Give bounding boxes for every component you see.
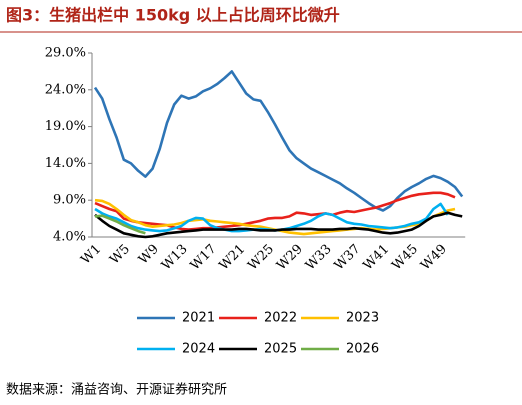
y-tick-label: 24.0% — [45, 82, 86, 97]
legend-label: 2022 — [264, 311, 297, 326]
legend-label: 2024 — [182, 342, 215, 357]
y-tick-label: 4.0% — [53, 230, 86, 245]
x-tick-label: W49 — [418, 242, 450, 274]
x-tick-label: W29 — [274, 242, 306, 274]
x-tick-label: W37 — [332, 242, 364, 274]
source-note: 数据来源：涌益咨询、开源证券研究所 — [6, 382, 227, 398]
x-tick-label: W45 — [389, 242, 421, 274]
x-tick-label: W25 — [245, 242, 277, 274]
x-tick-label: W9 — [136, 242, 162, 268]
y-tick-label: 14.0% — [45, 156, 86, 171]
x-tick-label: W21 — [217, 242, 249, 274]
y-tick-label: 29.0% — [45, 46, 86, 61]
legend-label: 2026 — [346, 342, 379, 357]
series-line — [94, 191, 456, 231]
series-line — [94, 211, 463, 239]
y-tick-label: 9.0% — [53, 193, 86, 208]
legend-label: 2023 — [346, 311, 379, 326]
x-tick-label: W13 — [159, 242, 191, 274]
series-line — [94, 214, 146, 235]
x-tick-label: W17 — [188, 242, 220, 274]
chart-title: 图3：生猪出栏中 150kg 以上占比周环比微升 — [6, 6, 340, 25]
x-tick-label: W1 — [78, 242, 104, 268]
y-tick-label: 19.0% — [45, 119, 86, 134]
x-tick-label: W41 — [361, 242, 393, 274]
legend-label: 2021 — [182, 311, 215, 326]
x-tick-label: W33 — [303, 242, 335, 274]
series-line — [93, 70, 464, 212]
x-tick-label: W5 — [107, 242, 133, 268]
legend-label: 2025 — [264, 342, 297, 357]
